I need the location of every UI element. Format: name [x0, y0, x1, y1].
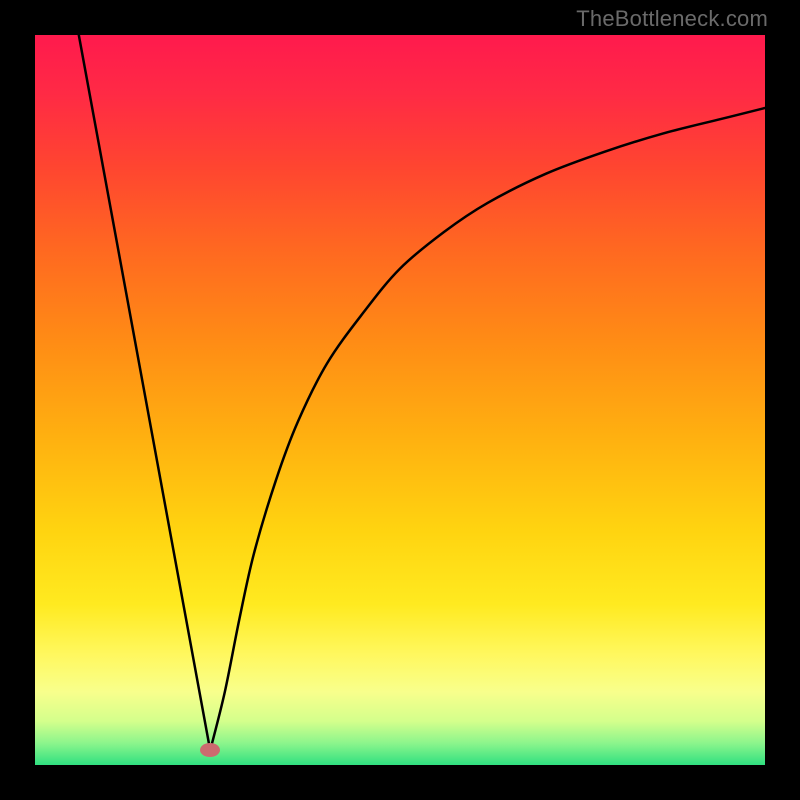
watermark-text: TheBottleneck.com: [576, 6, 768, 32]
bottleneck-curve: [79, 35, 765, 750]
chart-stage: TheBottleneck.com: [0, 0, 800, 800]
optimum-marker: [200, 743, 220, 757]
plot-area: [35, 35, 765, 765]
curve-layer: [35, 35, 765, 765]
